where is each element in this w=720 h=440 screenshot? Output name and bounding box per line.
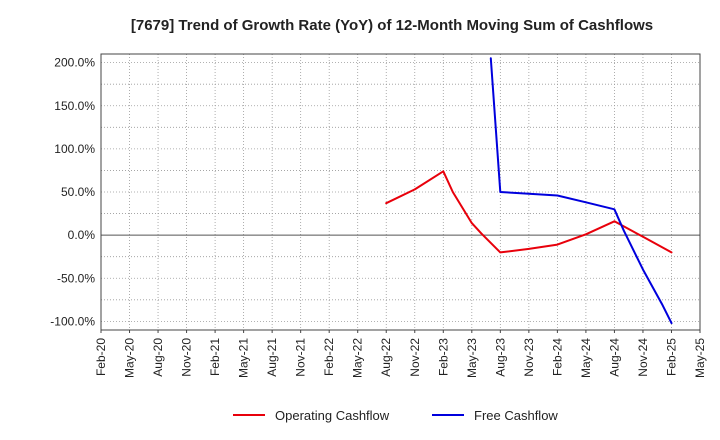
x-tick-label: May-22 [351, 338, 365, 378]
y-tick-label: -100.0% [50, 314, 95, 328]
plot-area-border [100, 53, 701, 331]
x-tick-label: Aug-21 [265, 338, 279, 377]
x-tick-label: Aug-24 [607, 338, 621, 377]
x-tick-label: Feb-24 [550, 338, 564, 376]
x-tick-label: Nov-23 [522, 338, 536, 377]
x-tick-label: May-25 [693, 338, 707, 378]
x-tick-label: Aug-23 [493, 338, 507, 377]
y-tick-label: 50.0% [61, 185, 95, 199]
grid-layer [100, 54, 701, 330]
series-line-free-cashflow [489, 57, 673, 325]
x-tick-label: Nov-24 [636, 338, 650, 377]
chart-title: [7679] Trend of Growth Rate (YoY) of 12-… [131, 17, 653, 34]
series-line-operating-cashflow [385, 170, 673, 254]
x-tick-label: Feb-21 [208, 338, 222, 376]
x-tick-label: Feb-25 [664, 338, 678, 376]
x-tick-label: Feb-22 [322, 338, 336, 376]
x-tick-label: May-21 [237, 338, 251, 378]
y-tick-label: 100.0% [54, 142, 95, 156]
y-tick-label: 200.0% [54, 56, 95, 70]
x-tick-label: Feb-23 [436, 338, 450, 376]
legend-label: Free Cashflow [474, 408, 558, 423]
x-tick-label: Nov-22 [408, 338, 422, 377]
x-tick-label: Nov-21 [294, 338, 308, 377]
legend-label: Operating Cashflow [275, 408, 390, 423]
x-tick-label: Feb-20 [94, 338, 108, 376]
y-tick-label: 150.0% [54, 99, 95, 113]
y-tick-label: -50.0% [57, 271, 95, 285]
legend: Operating Cashflow Free Cashflow [233, 408, 558, 423]
x-tick-label: May-23 [465, 338, 479, 378]
x-tick-label: Aug-22 [379, 338, 393, 377]
y-tick-label: 0.0% [68, 228, 96, 242]
series-layer [385, 57, 673, 325]
x-tick-label: Nov-20 [180, 338, 194, 377]
x-tick-label: Aug-20 [151, 338, 165, 377]
x-tick-label: May-20 [123, 338, 137, 378]
axis-layer: 200.0% 150.0% 100.0% 50.0% 0.0% -50.0% -100.0%… [50, 53, 707, 378]
x-tick-label: May-24 [579, 338, 593, 378]
